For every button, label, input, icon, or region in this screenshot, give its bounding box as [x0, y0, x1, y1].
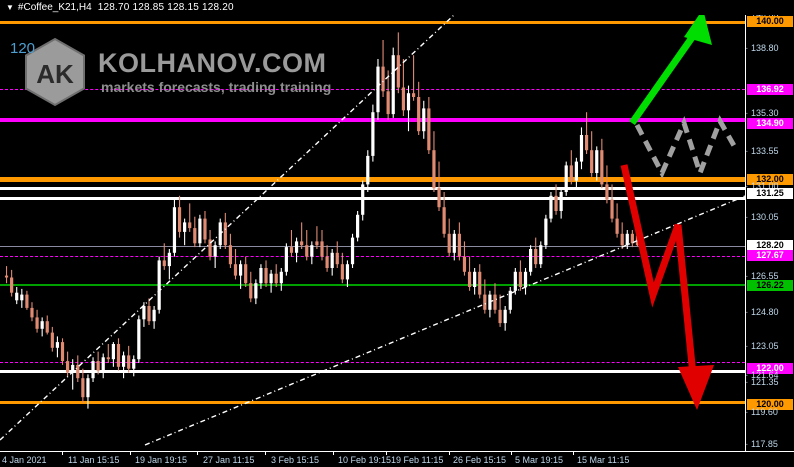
price-label-127-67: 127.67	[747, 250, 793, 261]
forecast-layer	[620, 15, 740, 410]
price-label-126-22: 126.22	[747, 280, 793, 291]
level-line-131-00	[0, 187, 745, 190]
time-tick-mark	[130, 452, 131, 455]
time-tick-label: 11 Jan 15:15	[68, 455, 120, 465]
price-tick-138-80: -138.80	[745, 43, 779, 53]
time-tick-label: 15 Mar 11:15	[577, 455, 630, 465]
time-tick-mark	[197, 452, 198, 455]
price-label-134-90: 134.90	[747, 118, 793, 129]
level-line-132-00	[0, 177, 745, 182]
time-tick-mark	[386, 452, 387, 455]
symbol-label: #Coffee_K21,H4	[17, 2, 92, 14]
time-tick-mark	[573, 452, 574, 455]
time-tick-mark	[449, 452, 450, 455]
time-tick-label: 27 Jan 11:15	[203, 455, 255, 465]
time-tick-mark	[62, 452, 63, 455]
chart-plot-area[interactable]: AK KOLHANOV.COM markets forecasts, tradi…	[0, 15, 745, 452]
trendlines-layer	[0, 15, 745, 446]
level-line-127-67	[0, 256, 745, 257]
time-tick-mark	[333, 452, 334, 455]
time-tick-mark	[511, 452, 512, 455]
level-line-122-00	[0, 362, 745, 363]
ascending-trendline-upper	[0, 15, 456, 441]
price-label-140-00: 140.00	[747, 16, 793, 27]
bearish-forecast-arrow	[620, 164, 714, 410]
time-tick-label: 19 Feb 11:15	[391, 455, 444, 465]
price-label-136-92: 136.92	[747, 84, 793, 95]
bullish-forecast-arrow	[629, 15, 712, 126]
price-tick-121-35: -121.35	[745, 377, 779, 387]
x-axis-border	[0, 451, 794, 452]
price-tick-123-05: -123.05	[745, 341, 779, 351]
chart-object-label-120: 120	[10, 40, 36, 57]
forecast-zigzag-path	[634, 115, 740, 181]
time-tick-mark	[265, 452, 266, 455]
price-tick-117-85: -117.85	[745, 439, 778, 449]
level-line-136-92	[0, 89, 745, 90]
price-label-120-00: 120.00	[747, 399, 793, 410]
time-tick-label: 26 Feb 15:15	[453, 455, 507, 465]
time-tick-label: 5 Mar 19:15	[515, 455, 564, 465]
time-tick-label: 3 Feb 15:15	[271, 455, 320, 465]
time-tick-label: 10 Feb 19:15	[338, 455, 392, 465]
level-line-120-00	[0, 401, 745, 404]
ohlc-values: 128.70 128.85 128.15 128.20	[97, 2, 234, 14]
price-label-128-20: 128.20	[747, 240, 793, 251]
price-label-131-25: 131.25	[747, 188, 793, 199]
level-line-126-22	[0, 284, 745, 286]
price-axis[interactable]: -140.55140.00-138.80136.92-135.30134.90-…	[745, 9, 794, 452]
price-label-122-00: 122.00	[747, 363, 793, 374]
price-tick-130-05: -130.05	[745, 212, 779, 222]
price-tick-131-00: -131.00	[745, 181, 779, 191]
time-axis[interactable]: 4 Jan 2021 11 Jan 15:15 19 Jan 19:15 27 Jan…	[0, 452, 794, 467]
price-tick-121-64: -121.64	[745, 370, 779, 380]
level-line-128-20	[0, 246, 745, 247]
ascending-trendline-lower	[144, 195, 745, 446]
level-line-131-25	[0, 197, 745, 200]
level-line-140-00	[0, 21, 745, 24]
y-axis-border	[745, 15, 746, 452]
candlestick-series	[4, 32, 640, 409]
price-tick-124-80: -124.80	[745, 307, 779, 317]
chart-titlebar: ▼ #Coffee_K21,H4 128.70 128.85 128.15 128.…	[0, 0, 794, 15]
price-tick-126-55: -126.55	[745, 271, 779, 281]
price-tick-133-55: -133.55	[745, 146, 779, 156]
price-tick-119-60: -119.60	[745, 407, 778, 417]
time-tick-label: 4 Jan 2021	[2, 455, 47, 465]
price-tick-135-30: -135.30	[745, 108, 779, 118]
time-tick-label: 19 Jan 19:15	[135, 455, 188, 465]
level-line-121-64	[0, 370, 745, 373]
price-label-132-00: 132.00	[747, 174, 793, 185]
chevron-down-icon[interactable]: ▼	[6, 3, 14, 12]
